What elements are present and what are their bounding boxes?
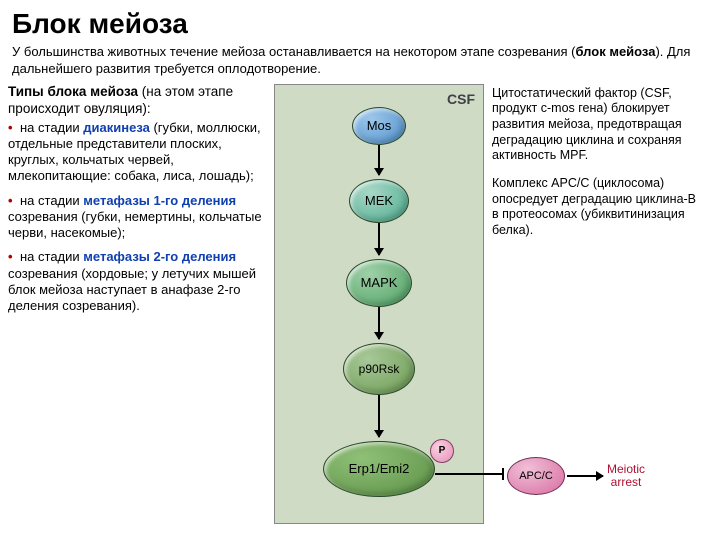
item-term: метафазы 2-го деления [83,249,236,264]
arrow-down-icon [378,145,380,175]
arrow-down-icon [378,307,380,339]
columns: Типы блока мейоза (на этом этапе происхо… [0,84,720,524]
item-post: созревания (хордовые; у летучих мышей бл… [8,266,256,314]
pathway-node-mapk: MAPK [346,259,412,307]
item-post: созревания (губки, немертины, кольчатые … [8,209,262,240]
inhibition-bar-icon [435,473,503,475]
arrow-right-icon [567,475,603,477]
right-p1: Цитостатический фактор (CSF, продукт c-m… [492,86,706,164]
csf-label: CSF [447,91,475,107]
bullet-icon: • [8,120,20,136]
pathway-node-p90rsk: p90Rsk [343,343,415,395]
type-list: •на стадии диакинеза (губки, моллюски, о… [8,120,268,315]
apc-node: APC/C [507,457,565,495]
bullet-icon: • [8,193,20,209]
arrow-down-icon [378,395,380,437]
pathway-node-mek: MEK [349,179,409,223]
bullet-icon: • [8,249,20,265]
list-item: •на стадии метафазы 2-го деления созрева… [8,249,268,314]
item-term: диакинеза [83,120,150,135]
left-column: Типы блока мейоза (на этом этапе происхо… [8,84,268,524]
item-pre: на стадии [20,120,83,135]
arrow-down-icon [378,223,380,255]
pathway-node-erp1emi2: Erp1/Emi2 [323,441,435,497]
left-heading-main: Типы блока мейоза [8,84,138,99]
intro-text: У большинства животных течение мейоза ос… [0,44,720,84]
phosphate-badge: P [430,439,454,463]
item-term: метафазы 1-го деления [83,193,236,208]
meiotic-arrest-label: Meioticarrest [607,463,645,489]
item-pre: на стадии [20,193,83,208]
left-heading: Типы блока мейоза (на этом этапе происхо… [8,84,268,118]
list-item: •на стадии диакинеза (губки, моллюски, о… [8,120,268,185]
list-item: •на стадии метафазы 1-го деления созрева… [8,193,268,242]
right-column: Цитостатический фактор (CSF, продукт c-m… [490,84,708,524]
intro-bold: блок мейоза [575,44,655,59]
item-pre: на стадии [20,249,83,264]
right-p2: Комплекс APC/C (циклосома) опосредует де… [492,176,706,239]
pathway-node-mos: Mos [352,107,406,145]
intro-pre: У большинства животных течение мейоза ос… [12,44,575,59]
diagram-panel: CSFMosMEKMAPKp90RskErp1/Emi2PAPC/CMeioti… [274,84,484,524]
page-title: Блок мейоза [0,0,720,44]
